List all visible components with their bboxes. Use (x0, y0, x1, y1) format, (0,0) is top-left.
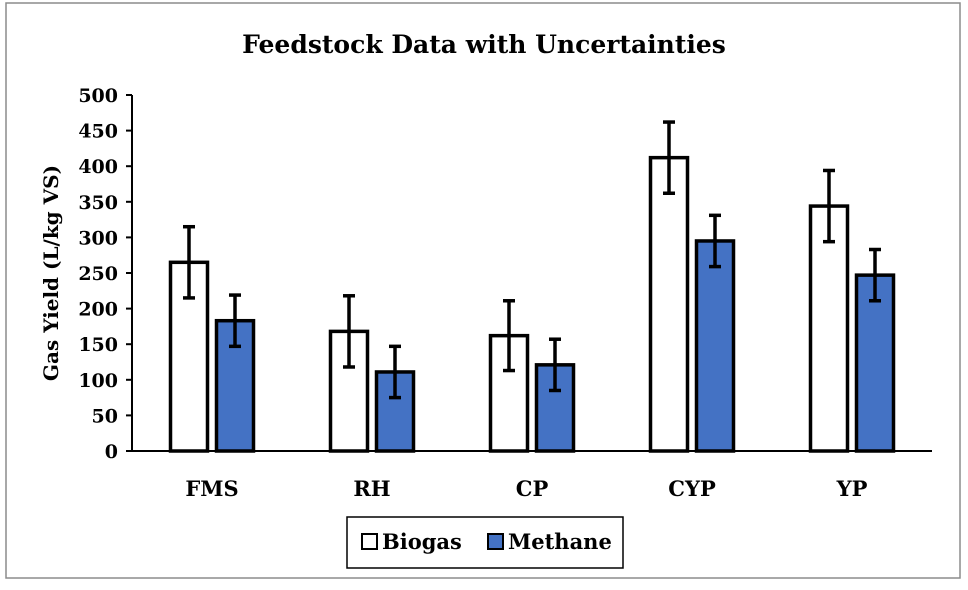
plot-area: 0 50 100 150 200 250 300 350 400 450 500 FMS RH CP CYP… (78, 85, 932, 501)
y-axis-label: Gas Yield (L/kg VS) (39, 165, 63, 381)
x-tick-label: CYP (668, 476, 716, 501)
y-tick-label: 400 (78, 156, 118, 178)
y-tick-label: 100 (78, 370, 118, 392)
y-tick-label: 50 (92, 405, 118, 427)
bar-methane-cyp (694, 239, 736, 453)
x-tick-label: YP (836, 476, 868, 501)
chart-frame (5, 2, 961, 579)
chart-title: Feedstock Data with Uncertainties (242, 30, 726, 59)
x-tick-label: RH (353, 476, 390, 501)
y-tick-label: 0 (105, 441, 118, 463)
y-tick-label: 200 (78, 299, 118, 321)
x-tick-label: CP (516, 476, 549, 501)
y-tick-label: 150 (78, 334, 118, 356)
legend-swatch-biogas (361, 533, 378, 550)
x-tick-label: FMS (185, 476, 238, 501)
y-tick-label: 250 (78, 263, 118, 285)
bar-methane-yp (854, 273, 896, 453)
legend: Biogas Methane (346, 516, 624, 569)
y-tick-label: 350 (78, 192, 118, 214)
legend-swatch-methane (487, 533, 504, 550)
legend-box (346, 516, 624, 569)
y-tick-label: 300 (78, 227, 118, 249)
y-tick-label: 500 (78, 85, 118, 107)
legend-label-biogas: Biogas (382, 529, 462, 554)
legend-label-methane: Methane (508, 529, 612, 554)
bar-biogas-yp (808, 204, 850, 453)
y-tick-label: 450 (78, 121, 118, 143)
bar-biogas-cyp (648, 155, 690, 453)
